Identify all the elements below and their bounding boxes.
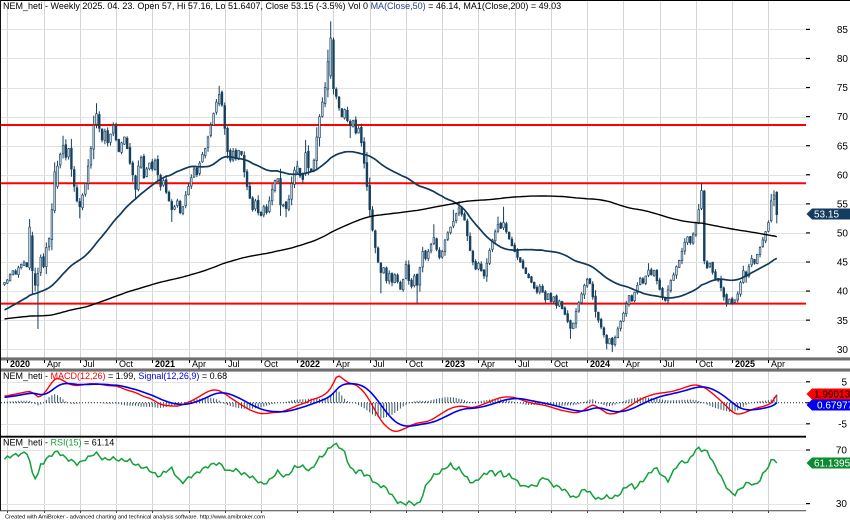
- svg-text:2025: 2025: [735, 359, 755, 369]
- svg-text:Oct: Oct: [409, 359, 424, 369]
- svg-text:-5: -5: [838, 419, 847, 430]
- svg-text:Jul: Jul: [663, 359, 675, 369]
- svg-text:Apr: Apr: [47, 359, 61, 369]
- svg-text:55: 55: [837, 200, 849, 211]
- svg-text:35: 35: [837, 316, 849, 327]
- svg-text:NEM_heti - MACD(12,26) = 1.99,: NEM_heti - MACD(12,26) = 1.99, Signal(12…: [3, 371, 227, 381]
- svg-text:2023: 2023: [445, 359, 465, 369]
- svg-text:85: 85: [837, 25, 849, 36]
- svg-text:Apr: Apr: [771, 359, 785, 369]
- svg-text:75: 75: [837, 83, 849, 94]
- svg-text:NEM_heti - Weekly 2025. 04. 23: NEM_heti - Weekly 2025. 04. 23. Open 57,…: [3, 1, 561, 11]
- svg-text:45: 45: [837, 258, 849, 269]
- svg-text:Oct: Oct: [119, 359, 134, 369]
- svg-text:5: 5: [841, 377, 847, 388]
- svg-text:30: 30: [837, 345, 849, 356]
- svg-text:50: 50: [837, 229, 849, 240]
- svg-text:61.1395: 61.1395: [814, 459, 850, 470]
- svg-text:Apr: Apr: [192, 359, 206, 369]
- svg-text:Jul: Jul: [518, 359, 530, 369]
- svg-text:70: 70: [837, 112, 849, 123]
- svg-text:Oct: Oct: [699, 359, 714, 369]
- svg-text:Oct: Oct: [264, 359, 279, 369]
- svg-text:Oct: Oct: [554, 359, 569, 369]
- svg-text:Jul: Jul: [373, 359, 385, 369]
- svg-text:NEM_heti - RSI(15) = 61.14: NEM_heti - RSI(15) = 61.14: [3, 438, 114, 448]
- svg-text:53.15: 53.15: [814, 210, 839, 221]
- svg-text:2021: 2021: [155, 359, 175, 369]
- svg-text:80: 80: [837, 54, 849, 65]
- svg-text:1.99013: 1.99013: [814, 390, 850, 401]
- svg-text:Jul: Jul: [83, 359, 95, 369]
- svg-text:2024: 2024: [590, 359, 610, 369]
- svg-text:40: 40: [837, 287, 849, 298]
- svg-text:Apr: Apr: [336, 359, 350, 369]
- svg-text:2020: 2020: [10, 359, 30, 369]
- svg-text:Created with AmiBroker - advan: Created with AmiBroker - advanced charti…: [5, 515, 265, 521]
- svg-text:Apr: Apr: [626, 359, 640, 369]
- svg-text:Jul: Jul: [228, 359, 240, 369]
- svg-text:60: 60: [837, 170, 849, 181]
- svg-text:30: 30: [836, 499, 848, 510]
- svg-text:2022: 2022: [300, 359, 320, 369]
- svg-text:70: 70: [836, 446, 848, 457]
- svg-text:0.679771: 0.679771: [817, 401, 850, 412]
- svg-text:Apr: Apr: [481, 359, 495, 369]
- svg-text:65: 65: [837, 141, 849, 152]
